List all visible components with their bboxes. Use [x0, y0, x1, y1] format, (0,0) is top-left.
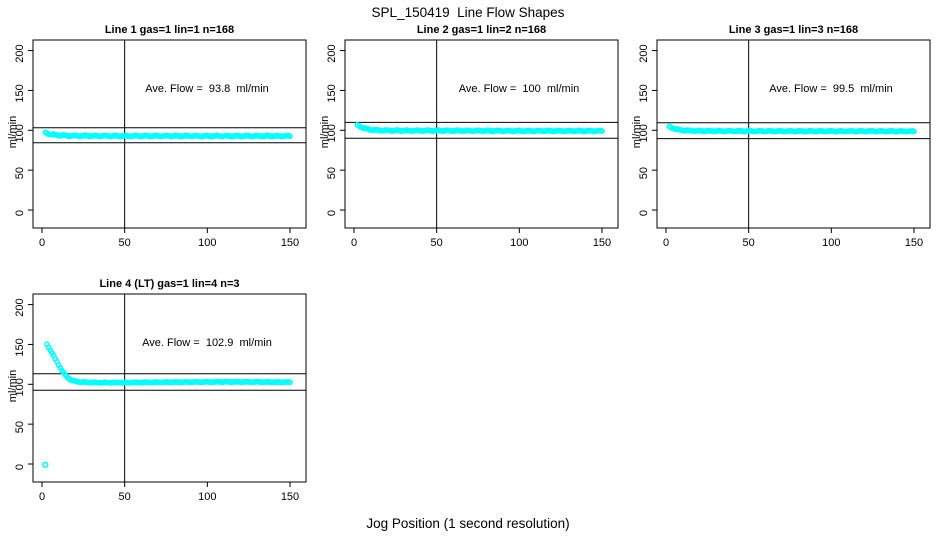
svg-text:150: 150	[905, 237, 923, 249]
svg-text:200: 200	[638, 44, 650, 62]
svg-text:0: 0	[638, 210, 650, 216]
svg-text:50: 50	[119, 491, 131, 503]
svg-text:200: 200	[326, 44, 338, 62]
svg-text:100: 100	[198, 237, 216, 249]
svg-text:50: 50	[326, 167, 338, 179]
svg-text:50: 50	[431, 237, 443, 249]
figure-title: SPL_150419 Line Flow Shapes	[371, 5, 565, 20]
svg-text:50: 50	[743, 237, 755, 249]
svg-text:0: 0	[14, 210, 26, 216]
svg-text:50: 50	[119, 237, 131, 249]
plot-area: 0 50 100 150 0 50 100 150 200	[14, 39, 307, 249]
svg-text:100: 100	[326, 124, 338, 142]
svg-text:100: 100	[638, 124, 650, 142]
ave-flow-annotation: Ave. Flow = 99.5 ml/min	[769, 83, 893, 95]
svg-text:100: 100	[198, 491, 216, 503]
panel-title: Line 3 gas=1 lin=3 n=168	[728, 24, 859, 36]
svg-text:150: 150	[326, 84, 338, 102]
plot-area: 0 50 100 150 0 50 100 150 200	[638, 39, 931, 249]
svg-text:0: 0	[663, 237, 669, 249]
panel-title: Line 4 (LT) gas=1 lin=4 n=3	[99, 278, 240, 290]
panel-title: Line 1 gas=1 lin=1 n=168	[104, 24, 235, 36]
svg-text:50: 50	[14, 421, 26, 433]
svg-text:0: 0	[351, 237, 357, 249]
svg-text:100: 100	[510, 237, 528, 249]
svg-text:150: 150	[14, 84, 26, 102]
plot-area: 0 50 100 150 0 50 100 150 200	[326, 39, 619, 249]
svg-text:100: 100	[822, 237, 840, 249]
plot-area: 0 50 100 150 0 50 100 150 200	[14, 293, 307, 503]
svg-text:50: 50	[14, 167, 26, 179]
svg-text:0: 0	[326, 210, 338, 216]
svg-text:150: 150	[281, 237, 299, 249]
ave-flow-annotation: Ave. Flow = 93.8 ml/min	[145, 83, 269, 95]
svg-text:150: 150	[638, 84, 650, 102]
panel-line-3: Line 3 gas=1 lin=3 n=168 ml/min 0 50 100 15…	[630, 22, 934, 272]
svg-text:0: 0	[39, 237, 45, 249]
panel-line-1: Line 1 gas=1 lin=1 n=168 ml/min 0 50 100 15…	[6, 22, 310, 272]
panel-line-2: Line 2 gas=1 lin=2 n=168 ml/min 0 50 100 15…	[318, 22, 622, 272]
ave-flow-annotation: Ave. Flow = 102.9 ml/min	[142, 337, 272, 349]
panel-line-4: Line 4 (LT) gas=1 lin=4 n=3 ml/min 0 50 10…	[6, 276, 310, 526]
svg-text:0: 0	[14, 464, 26, 470]
ave-flow-annotation: Ave. Flow = 100 ml/min	[458, 83, 580, 95]
panel-title: Line 2 gas=1 lin=2 n=168	[416, 24, 547, 36]
svg-text:150: 150	[281, 491, 299, 503]
svg-text:200: 200	[14, 298, 26, 316]
svg-text:150: 150	[593, 237, 611, 249]
svg-text:200: 200	[14, 44, 26, 62]
svg-text:150: 150	[14, 338, 26, 356]
svg-text:50: 50	[638, 167, 650, 179]
svg-text:100: 100	[14, 124, 26, 142]
x-axis-label: Jog Position (1 second resolution)	[366, 516, 570, 531]
svg-text:100: 100	[14, 378, 26, 396]
svg-text:0: 0	[39, 491, 45, 503]
